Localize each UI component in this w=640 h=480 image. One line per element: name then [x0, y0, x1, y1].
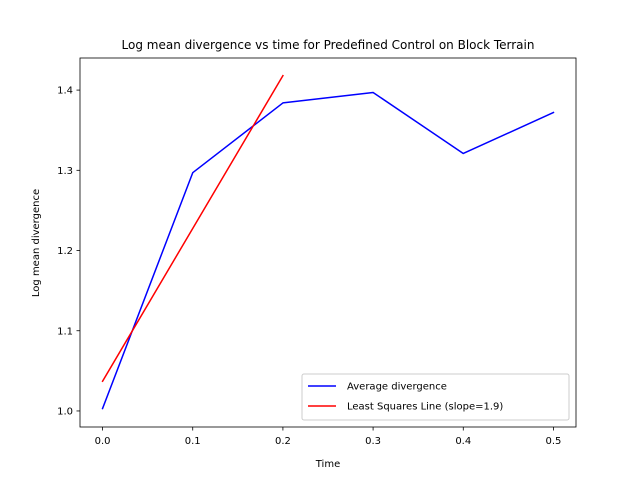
legend-entry: Least Squares Line (slope=1.9)	[347, 402, 503, 413]
x-tick-label: 0.2	[275, 436, 291, 447]
plot-frame	[79, 57, 577, 428]
y-tick-label: 1.4	[57, 86, 73, 97]
plot-area	[79, 57, 577, 428]
legend: Average divergence Least Squares Line (sl…	[301, 373, 570, 421]
x-tick-label: 0.3	[365, 436, 381, 447]
x-tick-label: 0.5	[546, 436, 562, 447]
y-tick-label: 1.2	[57, 246, 73, 257]
y-axis-label: Log mean divergence	[31, 189, 42, 297]
y-axis: 1.0 1.1 1.2 1.3 1.4	[57, 86, 80, 418]
legend-entry: Average divergence	[347, 382, 447, 393]
x-axis: 0.0 0.1 0.2 0.3 0.4 0.5	[95, 427, 562, 447]
x-tick-label: 0.0	[95, 436, 111, 447]
x-tick-label: 0.1	[185, 436, 201, 447]
legend-box	[301, 373, 570, 421]
series-line-1	[101, 91, 555, 410]
y-tick-label: 1.3	[57, 166, 73, 177]
x-tick-label: 0.4	[455, 436, 471, 447]
series-line-2	[101, 74, 284, 383]
y-tick-label: 1.0	[57, 407, 73, 418]
series-layer	[101, 74, 555, 410]
x-axis-label: Time	[315, 459, 340, 470]
chart-title: Log mean divergence vs time for Predefin…	[122, 38, 535, 52]
y-tick-label: 1.1	[57, 326, 73, 337]
